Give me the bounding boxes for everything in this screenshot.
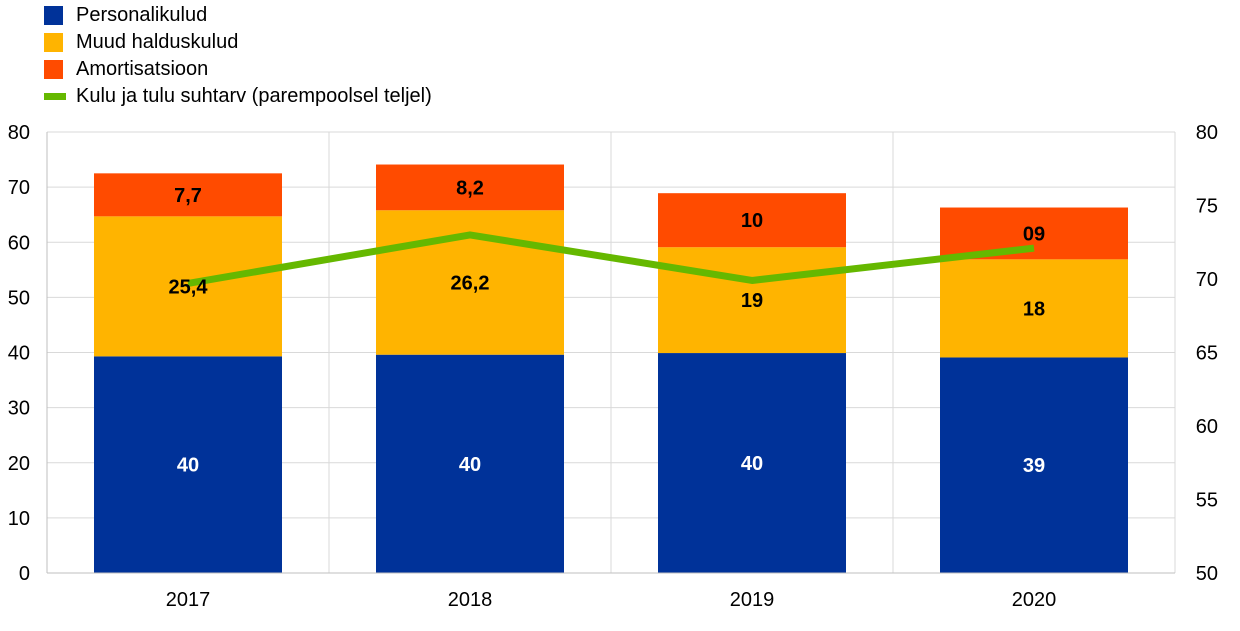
y-tick-label: 10 [8, 508, 30, 530]
bar-segment [658, 353, 846, 573]
legend-swatch-muud-halduskulud [44, 33, 63, 52]
legend-label-amortisatsioon: Amortisatsioon [76, 58, 209, 80]
y-tick-label: 0 [19, 563, 30, 585]
bar-data-label: 10 [741, 210, 763, 232]
y2-tick-label: 80 [1196, 122, 1218, 144]
y2-tick-label: 65 [1196, 343, 1218, 365]
y-tick-label: 50 [8, 287, 30, 309]
x-tick-label: 2020 [1012, 589, 1057, 611]
bar-segment [658, 247, 846, 354]
y2-tick-label: 50 [1196, 563, 1218, 585]
ratio-line [187, 231, 1035, 287]
y-tick-label: 60 [8, 232, 30, 254]
bar-data-label: 8,2 [456, 177, 484, 199]
bar-segment [94, 356, 282, 573]
bar-segment [376, 354, 564, 573]
y-tick-label: 20 [8, 453, 30, 475]
legend-item-muud-halduskulud: Muud halduskulud [44, 29, 432, 56]
legend: Personalikulud Muud halduskulud Amortisa… [44, 2, 432, 110]
legend-line-kulu-tulu-suhtarv [44, 93, 66, 100]
bar-data-label: 26,2 [451, 272, 490, 294]
y-tick-label: 80 [8, 122, 30, 144]
bar-segment [94, 216, 282, 357]
x-tick-label: 2018 [448, 589, 493, 611]
bar-segment [940, 259, 1128, 358]
legend-label-personalikulud: Personalikulud [76, 4, 208, 26]
bar-data-label: 7,7 [174, 185, 202, 207]
bar-data-label: 40 [741, 453, 763, 475]
bars [94, 164, 1128, 573]
bar-segment [940, 357, 1128, 573]
bar-data-label: 18 [1023, 298, 1045, 320]
y2-tick-label: 60 [1196, 416, 1218, 438]
legend-swatch-amortisatsioon [44, 60, 63, 79]
y2-tick-label: 70 [1196, 269, 1218, 291]
x-tick-label: 2017 [166, 589, 211, 611]
bar-segment [94, 173, 282, 217]
bar-data-label: 09 [1023, 223, 1045, 245]
bar-segment [658, 193, 846, 248]
data-labels: 40 25,4 7,7 40 26,2 8,2 40 19 10 39 18 09 [169, 177, 1046, 477]
legend-item-kulu-tulu-suhtarv: Kulu ja tulu suhtarv (parempoolsel telje… [44, 83, 432, 110]
legend-swatch-personalikulud [44, 6, 63, 25]
x-tick-label: 2019 [730, 589, 775, 611]
bar-data-label: 25,4 [169, 276, 209, 298]
y-tick-label: 30 [8, 398, 30, 420]
bar-segment [376, 164, 564, 211]
legend-item-amortisatsioon: Amortisatsioon [44, 56, 432, 83]
y-tick-label: 70 [8, 177, 30, 199]
axes: 0 10 20 30 40 50 60 70 80 50 55 60 65 70 75 80 2017 2018 2… [8, 122, 1218, 611]
y-tick-label: 40 [8, 343, 30, 365]
legend-item-personalikulud: Personalikulud [44, 2, 432, 29]
y2-tick-label: 75 [1196, 196, 1218, 218]
legend-label-muud-halduskulud: Muud halduskulud [76, 31, 239, 53]
bar-data-label: 19 [741, 290, 763, 312]
bar-data-label: 40 [177, 455, 199, 477]
ratio-line-path [187, 231, 1035, 287]
bar-data-label: 39 [1023, 455, 1045, 477]
y2-tick-label: 55 [1196, 490, 1218, 512]
legend-label-kulu-tulu-suhtarv: Kulu ja tulu suhtarv (parempoolsel telje… [76, 85, 432, 107]
bar-data-label: 40 [459, 454, 481, 476]
